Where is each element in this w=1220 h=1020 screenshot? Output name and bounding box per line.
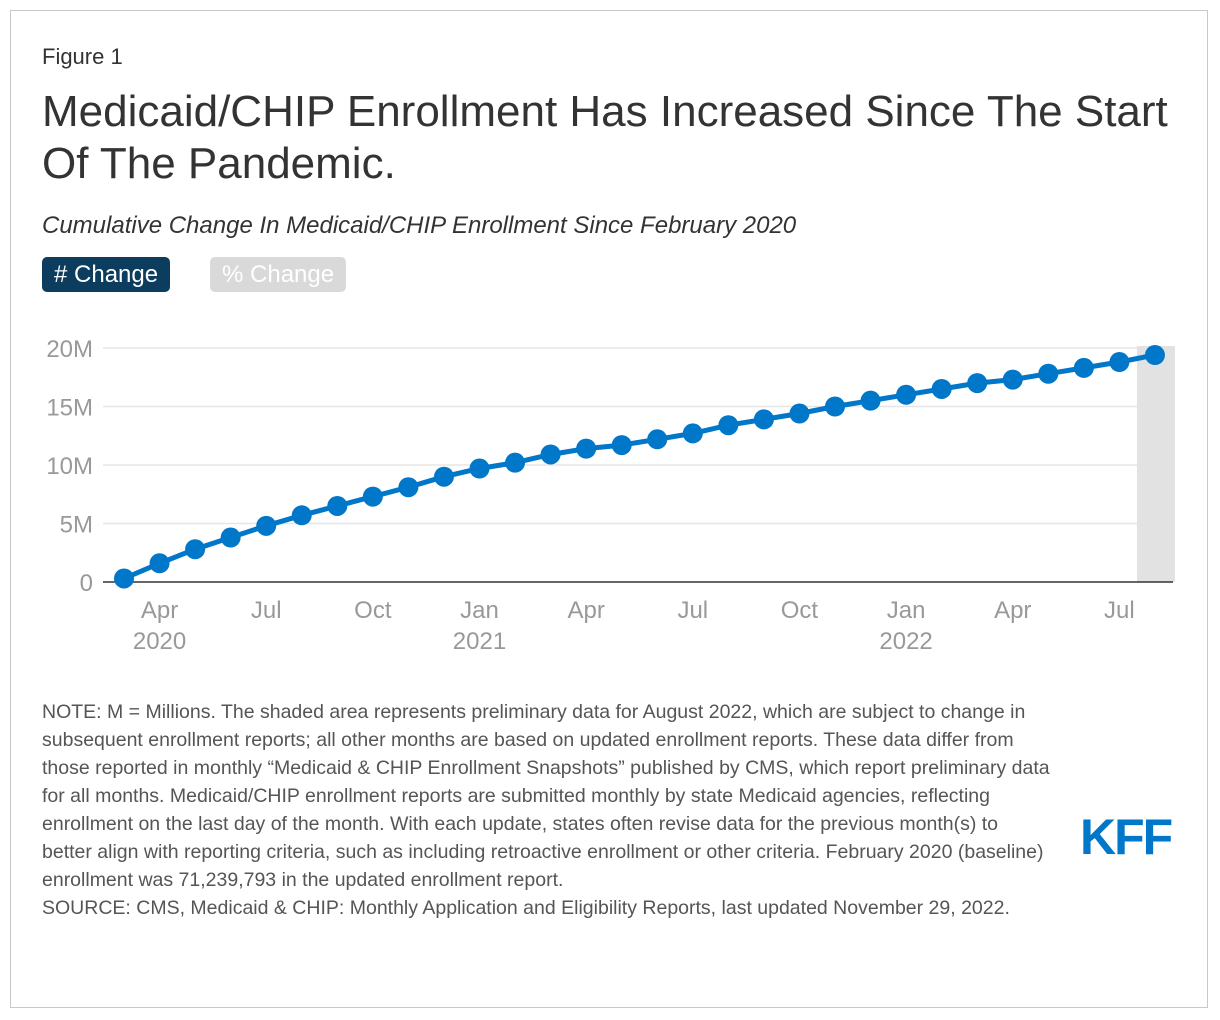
x-tick-label: Oct [781,597,819,624]
x-tick-label: Jul [677,597,708,624]
y-tick-label: 15M [46,395,93,422]
y-tick-label: 5M [60,512,93,539]
data-point[interactable] [220,527,241,548]
data-points [114,345,1165,589]
y-tick-label: 10M [46,453,93,480]
x-axis-labels: Apr 2020 Jul Oct Jan 2021 Apr Jul Oct Jan 2022 Apr J… [133,597,1135,655]
data-point[interactable] [469,458,490,479]
x-tick-label: Apr [994,597,1031,624]
preliminary-shaded-area [1136,346,1175,582]
x-tick-label: Jul [1104,597,1135,624]
figure-label: Figure 1 [42,44,123,69]
data-point[interactable] [576,438,597,459]
x-tick-label: Apr [141,597,178,624]
y-axis-labels: 0 5M 10M 15M 20M [46,336,93,597]
chart-subtitle: Cumulative Change In Medicaid/CHIP Enrol… [42,212,797,239]
footnotes: NOTE: M = Millions. The shaded area repr… [42,698,1052,922]
percent-change-toggle[interactable]: % Change [210,257,347,292]
number-change-toggle[interactable]: # Change [42,257,171,292]
data-point[interactable] [789,403,810,424]
data-point[interactable] [825,396,845,417]
figure-frame [10,10,1208,1008]
data-point[interactable] [1073,357,1094,378]
data-point[interactable] [967,373,988,394]
kff-logo: KFF [1080,809,1173,865]
y-tick-label: 0 [80,570,93,597]
source-text: SOURCE: CMS, Medicaid & CHIP: Monthly Ap… [42,897,1010,919]
x-tick-label: Jan [887,597,926,624]
data-point[interactable] [362,486,383,507]
chart-title: Medicaid/CHIP Enrollment Has Increased S… [42,87,1168,188]
data-point[interactable] [682,423,703,444]
x-tick-year-label: 2021 [453,628,506,655]
data-point[interactable] [185,539,206,560]
data-point[interactable] [1109,352,1130,373]
data-point[interactable] [860,390,881,411]
data-point[interactable] [114,568,134,589]
data-point[interactable] [647,429,668,450]
x-tick-label: Jul [251,597,282,624]
data-point[interactable] [1002,369,1023,390]
data-point[interactable] [896,384,917,405]
x-tick-year-label: 2022 [879,628,932,655]
data-point[interactable] [433,466,454,487]
x-tick-label: Apr [567,597,604,624]
data-point[interactable] [718,415,739,436]
data-point[interactable] [256,515,277,536]
data-point[interactable] [327,495,348,516]
x-tick-year-label: 2020 [133,628,186,655]
data-point[interactable] [540,444,561,465]
data-point[interactable] [505,452,526,473]
data-point[interactable] [931,378,952,399]
data-point[interactable] [398,477,419,498]
x-tick-label: Jan [460,597,499,624]
data-point[interactable] [1038,363,1059,384]
series-line [123,352,1156,581]
y-tick-label: 20M [46,336,93,363]
data-point[interactable] [1144,345,1165,366]
line-chart: 0 5M 10M 15M 20M Apr 2020 Jul Oct Jan 2021 Apr Jul O… [46,336,1175,655]
data-point[interactable] [291,505,312,526]
x-tick-label: Oct [354,597,392,624]
note-text: NOTE: M = Millions. The shaded area repr… [42,701,1050,891]
data-point[interactable] [753,409,774,430]
data-point[interactable] [611,435,632,456]
data-point[interactable] [149,553,170,574]
